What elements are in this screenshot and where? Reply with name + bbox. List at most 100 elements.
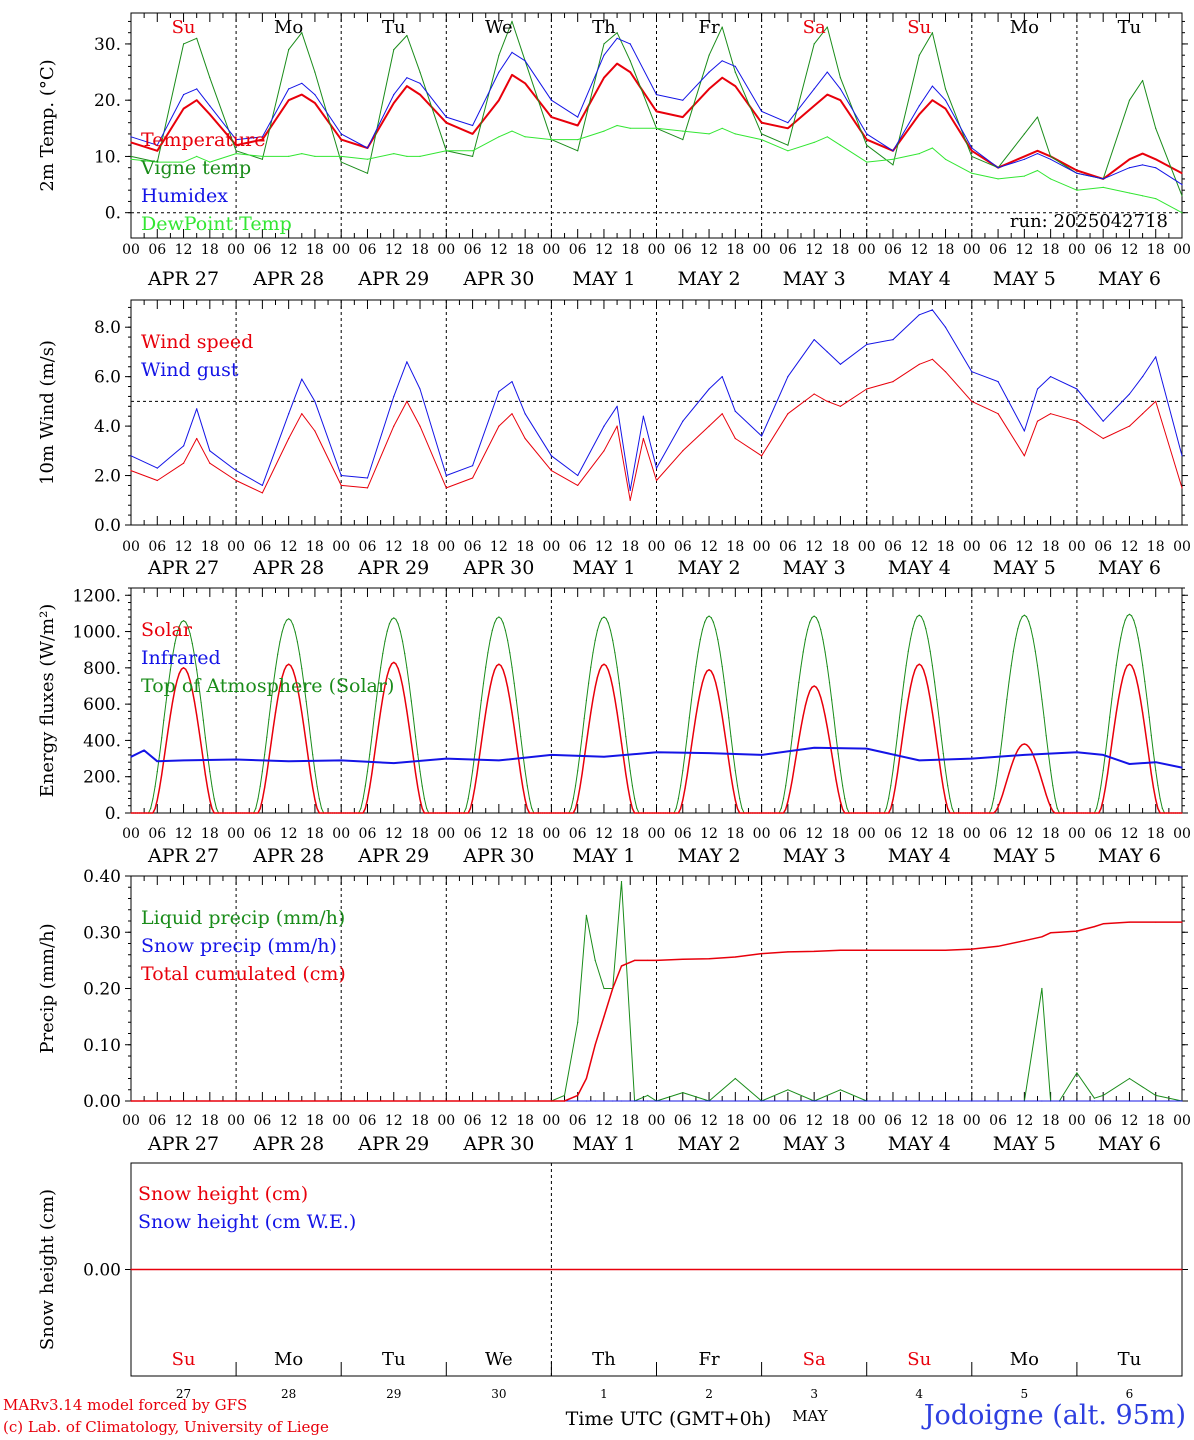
series-solar-point [436,812,439,814]
series-toa-solar-point [388,623,390,625]
series-solar-point [905,712,907,714]
series-humidex-point [761,110,763,112]
series-infrared-point [1076,751,1078,753]
series-solar-point [334,812,336,814]
series-dewpoint-temp-point [472,150,474,152]
series-solar-point [885,812,888,814]
series-toa-solar-point [1104,752,1106,755]
series-infrared-point [866,748,868,750]
series-wind-speed-point [445,487,447,489]
series-solar-point [804,704,807,707]
series-vigne-temp-point [839,77,842,79]
series-solar-point [833,766,835,768]
hour-tick-label: 06 [1094,826,1112,842]
series-dewpoint-temp-point [655,127,658,129]
series-infrared-point [971,758,973,760]
series-solar-point [704,674,706,677]
series-toa-solar-point [695,665,697,668]
series-toa-solar-point [846,807,848,809]
series-infrared-point [288,760,290,762]
series-solar-point [723,730,726,732]
series-solar-point [929,698,931,700]
series-solar-point [550,812,553,814]
series-infrared-point [813,747,815,749]
series-toa-solar-point [577,770,579,772]
series-temperature-point [301,94,303,96]
hour-tick-label: 12 [595,826,613,842]
hour-tick-label: 06 [779,242,797,258]
series-toa-solar-point [417,753,419,756]
hour-tick-label: 12 [490,826,508,842]
series-solar-point [520,773,522,775]
hour-tick-label: 00 [963,826,981,842]
series-solar-point [314,799,316,801]
weekday-label: We [485,1349,513,1370]
series-solar-point [489,686,491,688]
series-solar-point [454,812,456,814]
series-toa-solar-point [588,682,590,684]
series-toa-solar-point [802,651,804,653]
series-solar-point [1150,773,1152,775]
hour-tick-label: 12 [175,539,193,555]
station-name: Jodoigne (alt. 95m) [923,1400,1186,1431]
day-number-label: 6 [1126,1387,1134,1401]
series-solar-point [754,812,756,814]
series-humidex-point [1076,172,1078,174]
hour-tick-label: 12 [805,242,823,258]
series-solar-point [572,812,574,814]
series-wind-gust-point [708,388,710,390]
series-solar-point [1021,744,1023,746]
series-temperature-point [826,94,828,96]
series-solar-point [1107,773,1109,775]
series-solar-point [277,698,279,700]
series-solar-point [868,812,870,814]
series-solar-point [896,773,899,775]
series-solar-point [211,808,213,810]
series-wind-speed-point [196,437,198,440]
hour-tick-label: 00 [1068,826,1086,842]
series-toa-solar-point [623,717,625,720]
series-infrared-point [498,759,500,762]
hour-tick-label: 00 [437,242,455,258]
series-solar-point [196,714,198,716]
weekday-label: Mo [274,1349,303,1370]
series-toa-solar-point [603,616,605,618]
series-toa-solar-point [1135,627,1137,629]
series-toa-solar-point [172,655,174,657]
series-toa-solar-point [386,630,388,632]
series-solar-point [673,812,675,814]
legend-entry: Top of Atmosphere (Solar) [141,675,394,697]
series-solar-point [855,812,857,814]
series-toa-solar-point [474,753,476,755]
series-vigne-temp-point [406,34,408,37]
series-toa-solar-point [316,785,318,787]
series-total-cumulated-cm-point [612,987,614,990]
series-vigne-temp-point [261,158,263,160]
hour-tick-label: 06 [464,1113,482,1129]
series-solar-point [388,667,390,670]
series-solar-point [143,812,145,814]
series-wind-speed-point [944,371,947,373]
series-solar-point [1131,665,1133,667]
series-toa-solar-point [366,770,369,772]
series-dewpoint-temp-point [839,144,842,146]
series-toa-solar-point [1050,769,1052,772]
series-liquid-precip-mm-h-point [839,1089,842,1091]
date-label: MAY 1 [572,268,635,290]
series-toa-solar-point [415,736,417,738]
series-humidex-point [498,71,500,73]
series-snow-height-cm-point [130,1268,132,1271]
series-vigne-temp-point [918,54,920,56]
series-wind-gust-point [813,339,815,341]
y-tick-label: 600. [83,695,121,715]
series-dewpoint-temp-point [314,155,316,157]
series-solar-point [264,787,266,789]
hour-tick-label: 12 [595,242,613,258]
y-tick-label: 30. [94,35,121,55]
series-toa-solar-point [266,736,268,738]
hour-tick-label: 18 [201,1113,219,1129]
series-liquid-precip-mm-h-point [787,1089,789,1091]
weekday-label: Fr [699,1349,720,1370]
series-toa-solar-point [931,665,934,667]
series-infrared-point [156,760,158,762]
